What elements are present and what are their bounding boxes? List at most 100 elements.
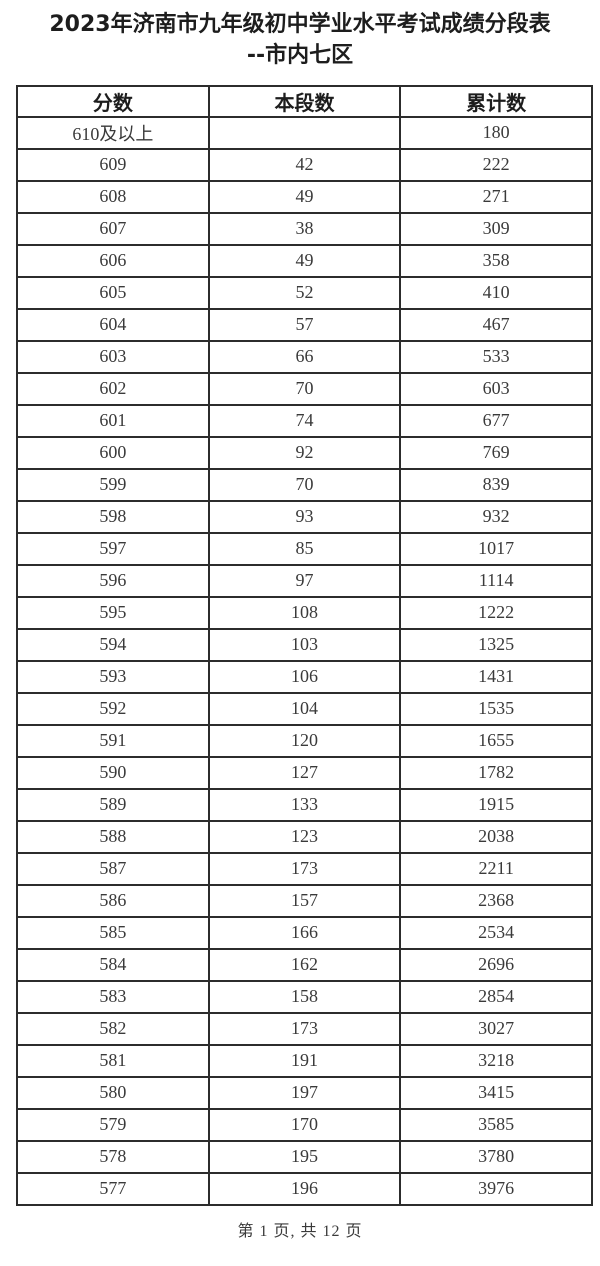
table-cell: 191	[207, 1043, 402, 1078]
page-footer: 第 1 页, 共 12 页	[237, 1222, 363, 1240]
table-cell: 2854	[399, 979, 593, 1014]
table-cell: 120	[207, 723, 402, 758]
table-cell: 584	[16, 947, 210, 982]
score-table-head: 分数 本段数 累计数	[16, 84, 593, 118]
table-cell: 157	[207, 883, 402, 918]
table-cell: 578	[16, 1139, 210, 1174]
table-cell: 2368	[399, 883, 593, 918]
table-cell: 70	[207, 467, 402, 502]
table-row: 600 92 769	[16, 435, 593, 470]
table-row: 578 195 3780	[16, 1139, 593, 1174]
table-row: 595 108 1222	[16, 595, 593, 630]
table-cell: 197	[207, 1075, 402, 1110]
title-line-1: 2023年济南市九年级初中学业水平考试成绩分段表	[49, 12, 551, 37]
table-header-row: 分数 本段数 累计数	[16, 84, 593, 118]
table-cell: 49	[207, 243, 402, 278]
table-row: 598 93 932	[16, 499, 593, 534]
table-row: 587 173 2211	[16, 851, 593, 886]
table-cell: 602	[16, 371, 210, 406]
table-cell: 104	[207, 691, 402, 726]
table-cell: 1114	[399, 563, 593, 598]
table-cell: 590	[16, 755, 210, 790]
table-row: 602 70 603	[16, 371, 593, 406]
table-cell: 1325	[399, 627, 593, 662]
table-cell: 467	[399, 307, 593, 342]
table-cell: 93	[207, 499, 402, 534]
table-row: 606 49 358	[16, 243, 593, 278]
column-header: 累计数	[399, 84, 593, 118]
table-cell: 599	[16, 467, 210, 502]
table-cell: 106	[207, 659, 402, 694]
table-row: 582 173 3027	[16, 1011, 593, 1046]
table-cell: 581	[16, 1043, 210, 1078]
table-cell: 583	[16, 979, 210, 1014]
table-row: 579 170 3585	[16, 1107, 593, 1142]
table-cell: 123	[207, 819, 402, 854]
table-row: 583 158 2854	[16, 979, 593, 1014]
table-cell: 839	[399, 467, 593, 502]
table-cell: 1782	[399, 755, 593, 790]
table-cell: 597	[16, 531, 210, 566]
table-row: 585 166 2534	[16, 915, 593, 950]
table-cell: 1535	[399, 691, 593, 726]
table-cell: 2696	[399, 947, 593, 982]
table-cell: 195	[207, 1139, 402, 1174]
table-row: 604 57 467	[16, 307, 593, 342]
table-cell: 66	[207, 339, 402, 374]
table-cell: 173	[207, 851, 402, 886]
table-cell: 162	[207, 947, 402, 982]
table-cell: 1017	[399, 531, 593, 566]
table-cell: 70	[207, 371, 402, 406]
table-cell: 591	[16, 723, 210, 758]
table-cell: 579	[16, 1107, 210, 1142]
table-row: 590 127 1782	[16, 755, 593, 790]
table-cell: 158	[207, 979, 402, 1014]
table-cell: 604	[16, 307, 210, 342]
table-row: 591 120 1655	[16, 723, 593, 758]
table-cell: 180	[399, 115, 593, 150]
table-row: 581 191 3218	[16, 1043, 593, 1078]
table-cell: 677	[399, 403, 593, 438]
table-row: 589 133 1915	[16, 787, 593, 822]
table-cell: 133	[207, 787, 402, 822]
table-cell: 3976	[399, 1171, 593, 1206]
table-cell: 594	[16, 627, 210, 662]
table-cell: 932	[399, 499, 593, 534]
table-cell: 600	[16, 435, 210, 470]
table-cell: 2038	[399, 819, 593, 854]
table-cell: 603	[399, 371, 593, 406]
table-cell: 1915	[399, 787, 593, 822]
table-cell: 103	[207, 627, 402, 662]
table-row: 588 123 2038	[16, 819, 593, 854]
table-cell	[207, 115, 402, 150]
table-row: 609 42 222	[16, 147, 593, 182]
table-row: 601 74 677	[16, 403, 593, 438]
table-cell: 410	[399, 275, 593, 310]
table-cell: 3585	[399, 1107, 593, 1142]
table-cell: 38	[207, 211, 402, 246]
table-cell: 42	[207, 147, 402, 182]
document-title: 2023年济南市九年级初中学业水平考试成绩分段表 --市内七区	[0, 0, 600, 72]
table-cell: 610及以上	[16, 115, 210, 150]
table-cell: 586	[16, 883, 210, 918]
table-cell: 603	[16, 339, 210, 374]
table-cell: 2211	[399, 851, 593, 886]
table-cell: 358	[399, 243, 593, 278]
table-row: 586 157 2368	[16, 883, 593, 918]
table-cell: 606	[16, 243, 210, 278]
table-cell: 593	[16, 659, 210, 694]
column-header: 本段数	[207, 84, 402, 118]
table-cell: 609	[16, 147, 210, 182]
table-row: 593 106 1431	[16, 659, 593, 694]
table-cell: 1222	[399, 595, 593, 630]
table-row: 599 70 839	[16, 467, 593, 502]
table-cell: 585	[16, 915, 210, 950]
table-row: 605 52 410	[16, 275, 593, 310]
table-cell: 309	[399, 211, 593, 246]
table-row: 608 49 271	[16, 179, 593, 214]
table-cell: 608	[16, 179, 210, 214]
table-cell: 601	[16, 403, 210, 438]
table-cell: 170	[207, 1107, 402, 1142]
table-cell: 74	[207, 403, 402, 438]
